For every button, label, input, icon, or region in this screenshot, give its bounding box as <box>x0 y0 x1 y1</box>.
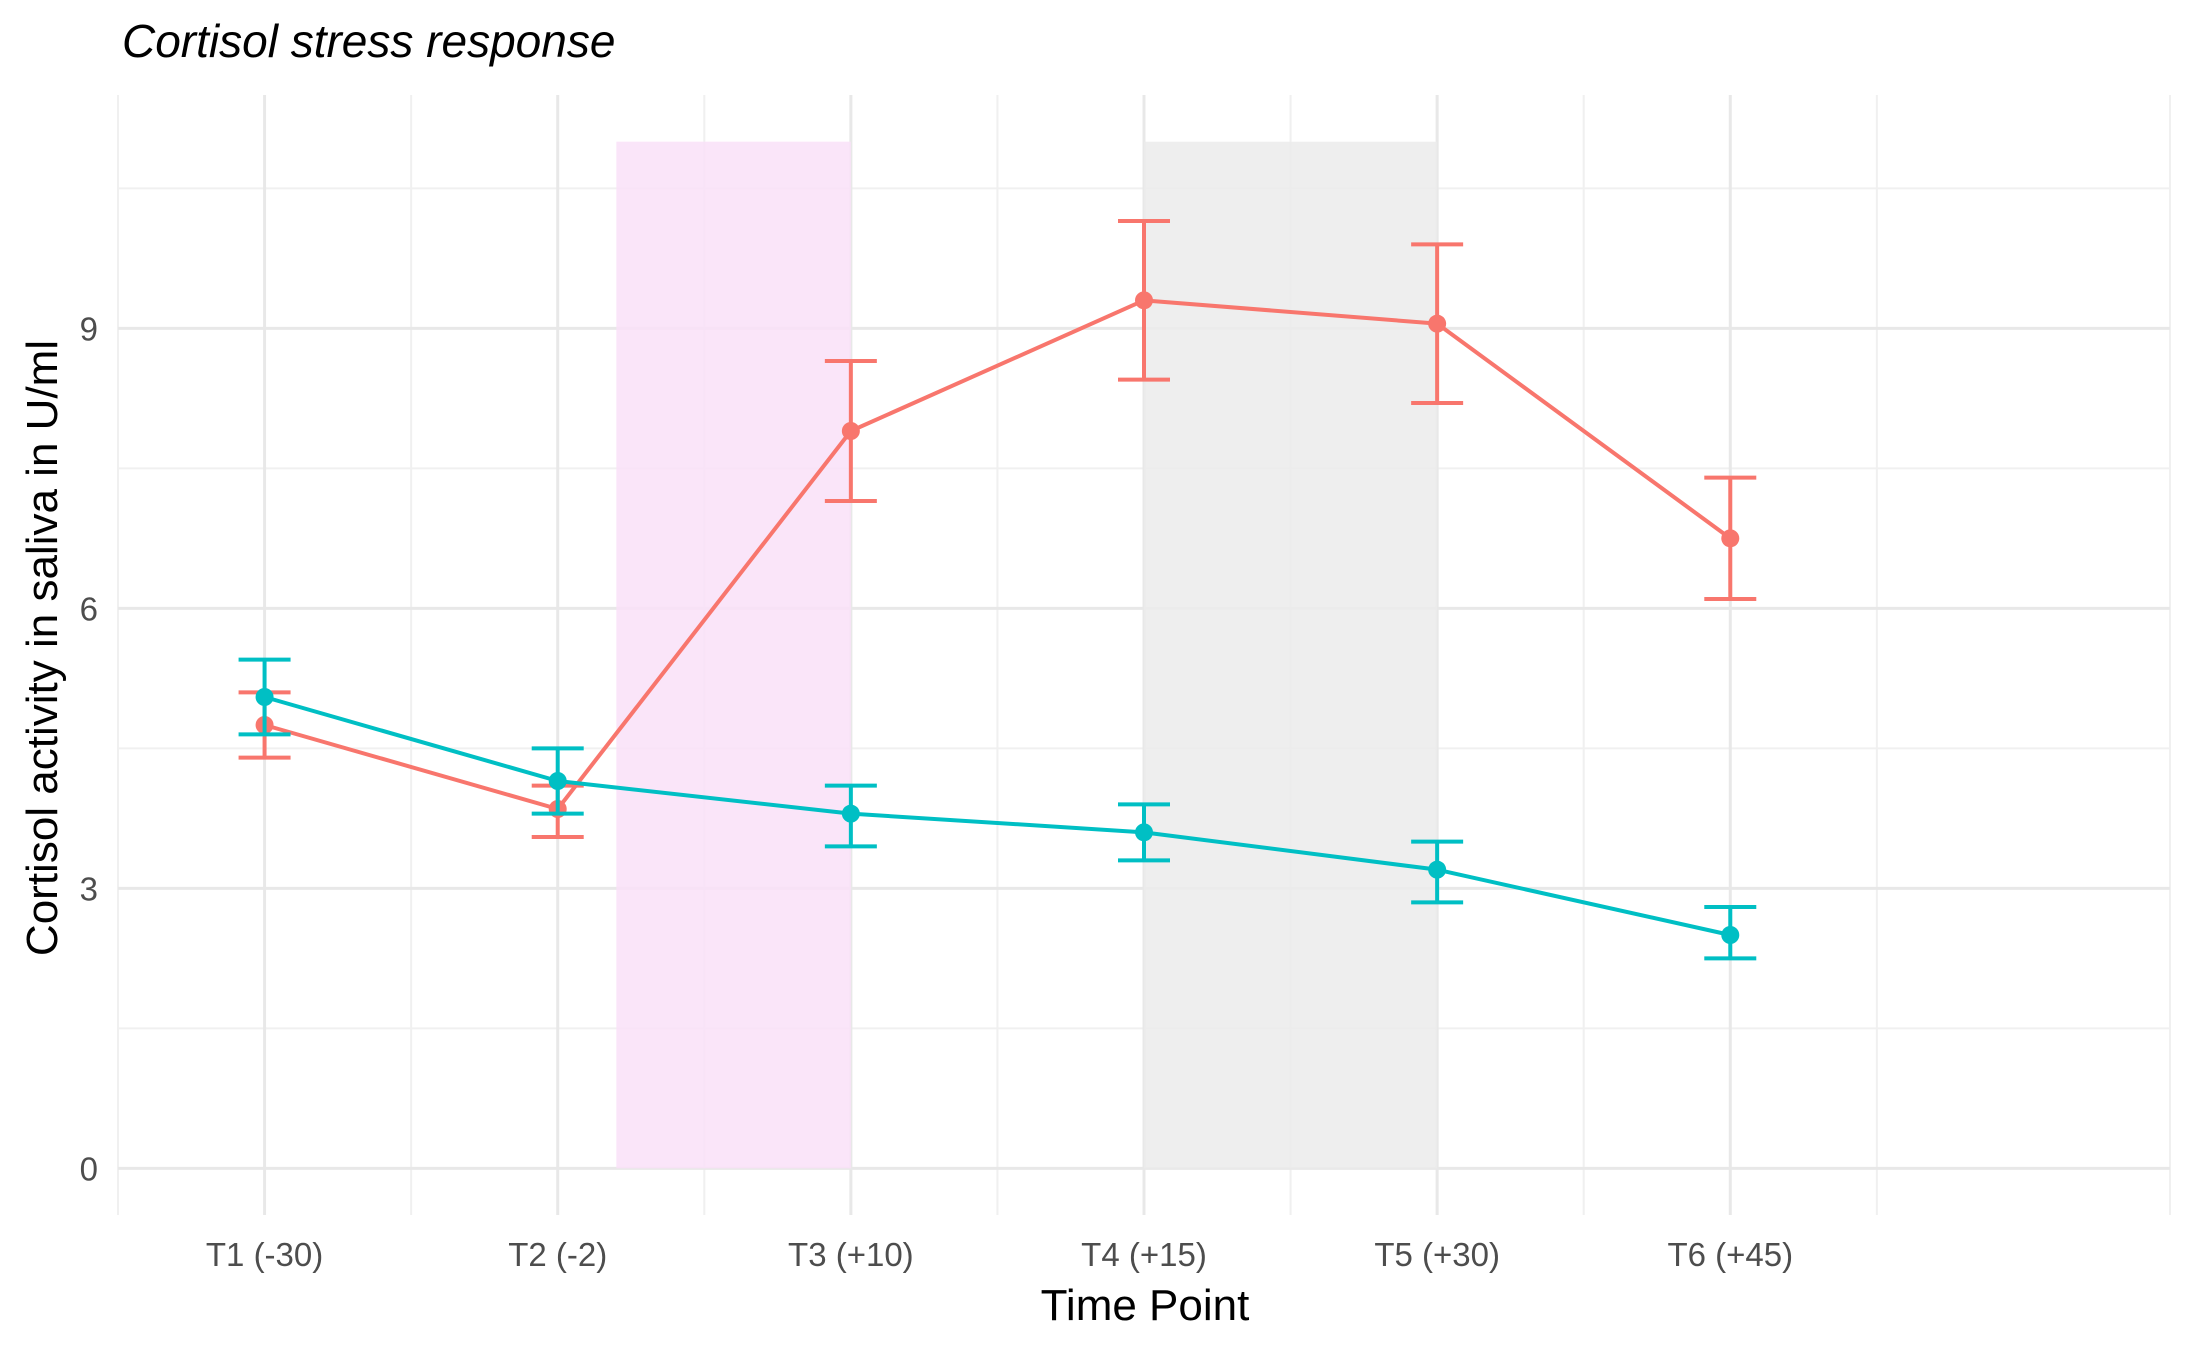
series-line <box>264 298 1732 811</box>
x-axis-tick-labels: T1 (-30) T2 (-2) T3 (+10) T4 (+15) T5 (+30) T… <box>206 1236 1793 1273</box>
x-tick-label: T3 (+10) <box>788 1236 914 1273</box>
series-layer <box>238 219 1757 961</box>
y-axis-title: Cortisol activity in saliva in U/ml <box>18 340 67 956</box>
x-tick-label: T1 (-30) <box>206 1236 323 1273</box>
series-2 <box>238 657 1757 961</box>
y-tick-label: 6 <box>80 590 98 627</box>
x-tick-label: T6 (+45) <box>1667 1236 1793 1273</box>
data-point <box>1721 926 1740 944</box>
data-point <box>1135 291 1153 310</box>
data-point <box>841 804 860 823</box>
x-tick-label: T2 (-2) <box>508 1236 607 1273</box>
y-axis-tick-labels: 0 3 6 9 <box>80 310 98 1187</box>
x-axis-title: Time Point <box>1041 1281 1250 1330</box>
series-line <box>264 695 1731 937</box>
chart-title: Cortisol stress response <box>122 15 615 67</box>
data-point <box>1135 823 1153 842</box>
y-tick-label: 0 <box>80 1150 98 1187</box>
x-tick-label: T5 (+30) <box>1374 1236 1500 1273</box>
data-point <box>1428 314 1447 333</box>
data-point <box>548 772 567 790</box>
y-tick-label: 9 <box>80 310 98 347</box>
data-point <box>1428 860 1447 879</box>
y-tick-label: 3 <box>80 870 98 907</box>
data-point <box>841 422 860 440</box>
data-point <box>1721 529 1740 548</box>
shaded-region <box>1144 141 1438 1169</box>
shaded-region <box>616 141 851 1169</box>
x-tick-label: T4 (+15) <box>1081 1236 1207 1273</box>
data-point <box>255 688 274 706</box>
